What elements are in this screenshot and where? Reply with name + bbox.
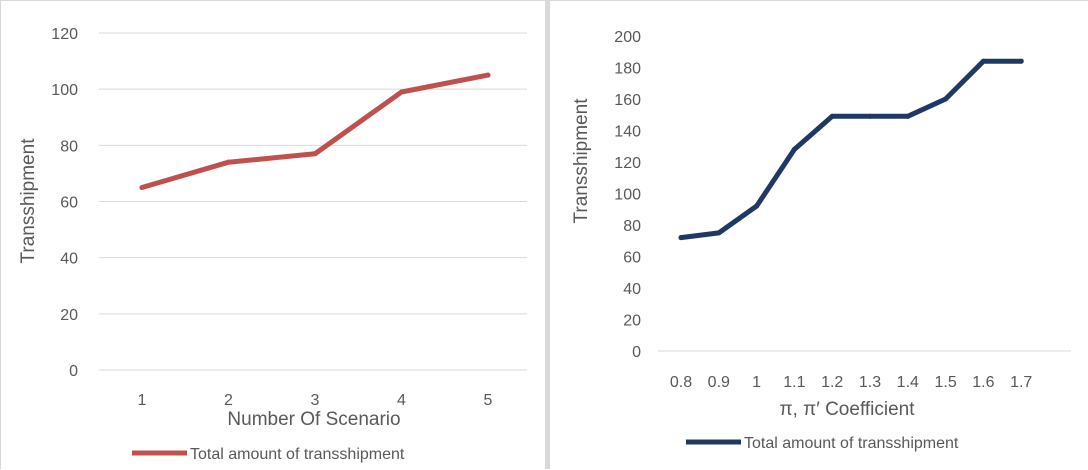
y-axis-label: Transshipment — [18, 138, 39, 264]
y-tick-label: 20 — [623, 313, 641, 330]
scenario-line-chart: 0 20 40 60 80 100 120 1 2 3 4 5 Transshipment Numb… — [18, 26, 527, 463]
y-tick-label: 180 — [614, 61, 641, 78]
chart-panel-scenario: 0 20 40 60 80 100 120 1 2 3 4 5 Transshipment Numb… — [0, 0, 545, 469]
x-tick-labels: 1 2 3 4 5 — [138, 392, 493, 409]
data-point — [754, 203, 760, 209]
y-tick-label: 160 — [614, 92, 641, 109]
y-tick-labels: 0 20 40 60 80 100 120 140 160 180 200 — [614, 29, 641, 361]
y-tick-label: 0 — [69, 363, 78, 380]
y-tick-label: 40 — [60, 251, 78, 268]
y-tick-label: 100 — [51, 82, 78, 99]
x-tick-label: 0.9 — [708, 374, 730, 391]
y-tick-label: 140 — [614, 124, 641, 141]
data-point — [716, 230, 722, 236]
data-point — [980, 58, 986, 64]
data-point — [791, 146, 797, 152]
data-point — [678, 235, 684, 241]
data-point — [867, 113, 873, 119]
x-tick-label: 1.7 — [1010, 374, 1032, 391]
legend: Total amount of transshipment — [132, 446, 405, 463]
x-tick-label: 1.3 — [859, 374, 881, 391]
y-tick-label: 60 — [60, 195, 78, 212]
legend-label: Total amount of transshipment — [744, 435, 959, 452]
y-tick-label: 200 — [614, 29, 641, 46]
data-point — [226, 159, 231, 165]
x-tick-label: 4 — [397, 392, 406, 409]
series-line — [139, 72, 491, 190]
y-tick-label: 0 — [632, 344, 641, 361]
x-tick-label: 0.8 — [670, 374, 692, 391]
x-tick-label: 1.5 — [934, 374, 956, 391]
data-point — [485, 72, 491, 78]
y-gridlines — [99, 32, 527, 315]
legend-label: Total amount of transshipment — [190, 446, 405, 463]
data-point — [905, 113, 911, 119]
data-points — [678, 58, 1024, 241]
x-tick-label: 1.2 — [821, 374, 843, 391]
chart-panel-coefficient: 0 20 40 60 80 100 120 140 160 180 200 0.8 0.9 1 1.1 1.… — [549, 0, 1088, 469]
x-tick-label: 3 — [311, 392, 320, 409]
x-tick-label: 1 — [138, 392, 147, 409]
x-tick-label: 1.6 — [972, 374, 994, 391]
data-points — [139, 72, 491, 190]
x-tick-labels: 0.8 0.9 1 1.1 1.2 1.3 1.4 1.5 1.6 1.7 — [670, 374, 1033, 391]
y-tick-label: 80 — [623, 218, 641, 235]
data-point — [1018, 58, 1024, 64]
y-tick-label: 100 — [614, 187, 641, 204]
data-point — [943, 96, 949, 102]
x-tick-label: 1 — [752, 374, 761, 391]
y-tick-label: 20 — [60, 307, 78, 324]
x-axis-label: π, π′ Coefficient — [779, 399, 915, 420]
panel-divider — [545, 0, 549, 469]
y-axis-label: Transshipment — [571, 98, 592, 224]
data-point — [139, 184, 145, 190]
x-axis-label: Number Of Scenario — [227, 409, 400, 430]
y-tick-label: 40 — [623, 281, 641, 298]
data-point — [312, 151, 318, 157]
series-line — [678, 58, 1024, 241]
data-point — [399, 89, 404, 95]
x-tick-label: 1.1 — [783, 374, 805, 391]
y-tick-label: 80 — [60, 138, 78, 155]
legend: Total amount of transshipment — [686, 435, 959, 452]
x-tick-label: 2 — [224, 392, 233, 409]
x-tick-label: 1.4 — [897, 374, 919, 391]
data-point — [829, 113, 835, 119]
x-tick-label: 5 — [484, 392, 493, 409]
coefficient-line-chart: 0 20 40 60 80 100 120 140 160 180 200 0.8 0.9 1 1.1 1.… — [571, 29, 1071, 452]
y-tick-label: 120 — [51, 26, 78, 43]
y-tick-label: 60 — [623, 250, 641, 267]
y-tick-labels: 0 20 40 60 80 100 120 — [51, 26, 78, 380]
y-tick-label: 120 — [614, 155, 641, 172]
